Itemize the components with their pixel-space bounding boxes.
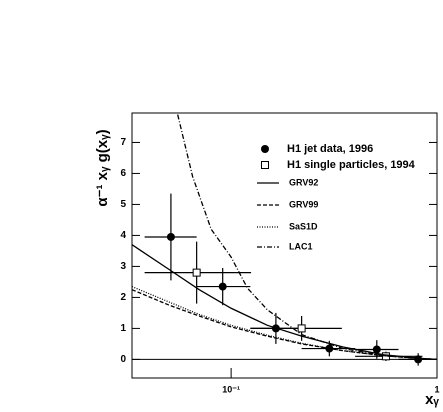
marker <box>192 268 201 277</box>
marker <box>261 145 269 153</box>
x-tick-label: 10⁻¹ <box>222 384 240 394</box>
y-tick-label: 6 <box>120 168 126 179</box>
marker <box>166 232 175 241</box>
x-tick-label: 1 <box>434 384 439 394</box>
y-tick-label: 5 <box>120 199 126 210</box>
legend-label: H1 jet data, 1996 <box>287 143 373 155</box>
curve <box>132 289 437 361</box>
y-tick-label: 0 <box>120 354 126 365</box>
y-tick-label: 4 <box>120 230 126 241</box>
x-axis-label: xᵧ <box>425 391 439 408</box>
marker <box>218 282 227 291</box>
legend-label: GRV99 <box>289 199 318 209</box>
y-tick-label: 2 <box>120 292 126 303</box>
legend-label: SaS1D <box>289 221 318 231</box>
curve <box>132 244 437 361</box>
marker <box>261 161 269 169</box>
legend-label: LAC1 <box>289 241 313 251</box>
marker <box>372 345 381 354</box>
y-tick-label: 1 <box>120 323 126 334</box>
y-tick-label: 7 <box>120 137 126 148</box>
marker <box>297 324 306 333</box>
legend-label: GRV92 <box>289 177 318 187</box>
y-axis-label: α⁻¹ xᵧ g(xᵧ) <box>94 129 111 206</box>
curve <box>177 114 437 361</box>
y-tick-label: 3 <box>120 261 126 272</box>
plot-frame <box>131 112 438 379</box>
legend-label: H1 single particles, 1994 <box>287 159 416 171</box>
